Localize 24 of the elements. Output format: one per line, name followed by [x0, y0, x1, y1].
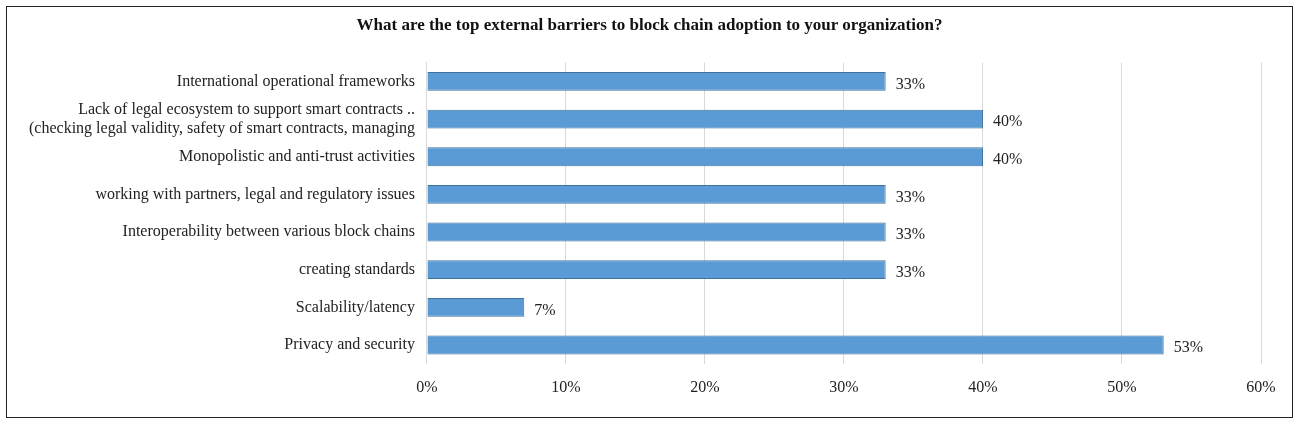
- data-label: 40%: [992, 112, 1023, 130]
- y-tick-label: Scalability/latency: [295, 297, 415, 316]
- y-tick-label: Privacy and security: [284, 335, 415, 354]
- x-tick-label: 10%: [551, 377, 581, 395]
- x-tick-label: 20%: [690, 377, 720, 395]
- data-label: 33%: [895, 262, 925, 280]
- data-label: 33%: [895, 74, 925, 92]
- data-label: 33%: [895, 225, 925, 243]
- x-tick-label: 50%: [1107, 377, 1137, 395]
- x-tick-label: 0%: [416, 377, 438, 395]
- y-tick-label: Lack of legal ecosystem to support smart contracts .. (checking legal validity, safety of smart contracts, managing: [29, 99, 415, 137]
- y-tick-label: Monopolistic and anti-trust activities: [178, 146, 415, 165]
- data-label: 40%: [992, 149, 1023, 167]
- y-tick-label: working with partners, legal and regulatory issues: [95, 184, 415, 203]
- y-tick-label: International operational frameworks: [176, 71, 415, 90]
- data-label: 7%: [534, 300, 556, 318]
- x-tick-label: 40%: [968, 377, 998, 395]
- y-tick-label: creating standards: [298, 259, 415, 278]
- data-label: 33%: [895, 187, 925, 205]
- y-tick-label: Interoperability between various block chains: [122, 222, 415, 241]
- x-tick-label: 30%: [829, 377, 859, 395]
- chart-title: What are the top external barriers to block chain adoption to your organization?: [355, 15, 944, 35]
- data-label: 53%: [1173, 338, 1204, 356]
- x-tick-label: 60%: [1246, 377, 1276, 395]
